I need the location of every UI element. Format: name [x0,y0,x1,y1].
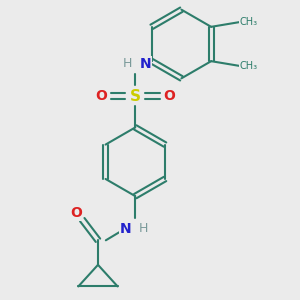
Text: CH₃: CH₃ [239,61,257,71]
Text: O: O [164,89,176,103]
Text: O: O [70,206,82,220]
Text: N: N [120,221,131,236]
Text: H: H [123,57,132,70]
Text: S: S [130,88,141,104]
Text: H: H [138,222,148,235]
Text: O: O [95,89,107,103]
Text: N: N [139,57,151,70]
Text: CH₃: CH₃ [239,17,257,27]
